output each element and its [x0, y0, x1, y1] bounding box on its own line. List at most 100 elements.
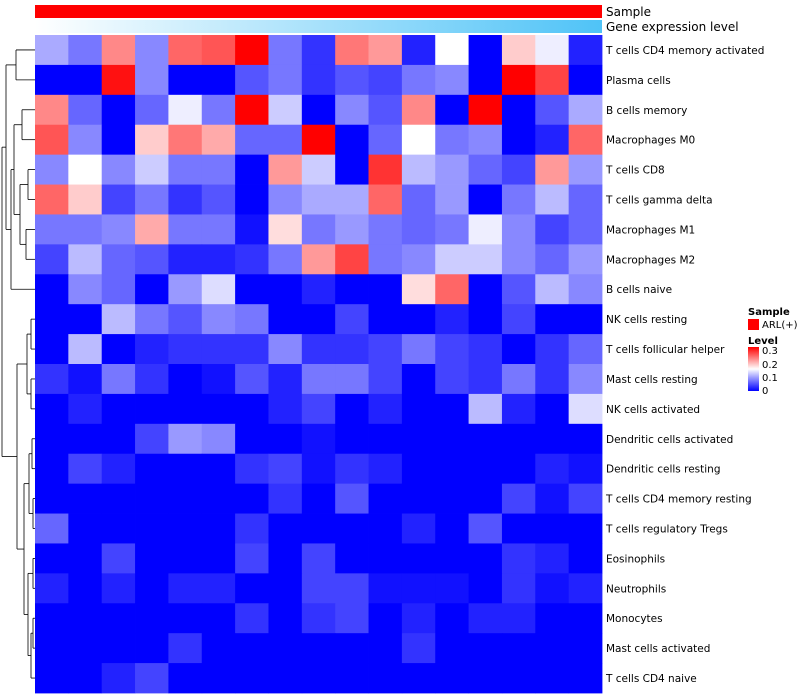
- heatmap-cell: [268, 453, 303, 485]
- heatmap-cell: [401, 453, 436, 485]
- heatmap-cell: [368, 513, 403, 544]
- heatmap-cell: [501, 35, 536, 66]
- heatmap-cell: [501, 274, 536, 305]
- heatmap-cell: [101, 124, 136, 156]
- heatmap-cell: [401, 35, 436, 66]
- heatmap-cell: [568, 274, 603, 305]
- row-label: Dendritic cells resting: [606, 464, 721, 476]
- heatmap-cell: [535, 244, 570, 275]
- heatmap-cell: [335, 513, 369, 544]
- heatmap-cell: [101, 393, 136, 425]
- heatmap-cell: [468, 94, 503, 126]
- heatmap-cell: [435, 633, 469, 664]
- heatmap-cell: [568, 603, 603, 634]
- heatmap-cell: [168, 35, 203, 66]
- heatmap-cell: [268, 35, 303, 66]
- heatmap-cell: [268, 184, 303, 215]
- heatmap-cell: [501, 633, 536, 664]
- heatmap-cell: [401, 154, 436, 185]
- heatmap-cell: [301, 154, 336, 185]
- heatmap-cell: [568, 393, 603, 425]
- heatmap-cell: [301, 483, 336, 514]
- heatmap-cell: [501, 603, 536, 634]
- heatmap-cell: [568, 364, 603, 395]
- heatmap-cell: [101, 214, 136, 245]
- row-label: Macrophages M0: [606, 135, 695, 147]
- heatmap-cell: [101, 633, 136, 664]
- heatmap-cell: [568, 663, 603, 694]
- heatmap-cell: [301, 124, 336, 156]
- heatmap-cell: [101, 64, 136, 96]
- heatmap-cell: [168, 663, 203, 694]
- heatmap-cell: [568, 124, 603, 156]
- heatmap-cell: [335, 573, 369, 604]
- heatmap-cell: [68, 573, 103, 604]
- row-label: T cells CD4 memory resting: [605, 494, 752, 506]
- heatmap-cell: [135, 364, 169, 395]
- heatmap-cell: [301, 35, 336, 66]
- heatmap-cell: [401, 244, 436, 275]
- heatmap-cell: [401, 184, 436, 215]
- heatmap-cell: [368, 184, 403, 215]
- heatmap-cell: [301, 64, 336, 96]
- legend-sample-swatch: [748, 319, 759, 330]
- heatmap-cell: [201, 244, 236, 275]
- legend-level-title: Level: [748, 336, 778, 347]
- heatmap-cell: [135, 513, 169, 544]
- heatmap-cell: [301, 184, 336, 215]
- heatmap-cell: [568, 453, 603, 485]
- heatmap-cell: [168, 423, 203, 455]
- heatmap-cell: [235, 364, 269, 395]
- heatmap-cell: [335, 663, 369, 694]
- heatmap-cell: [368, 573, 403, 604]
- heatmap-cell: [301, 94, 336, 126]
- heatmap-cell: [435, 663, 469, 694]
- heatmap-cell: [368, 453, 403, 485]
- heatmap-cell: [201, 274, 236, 305]
- heatmap-cell: [135, 633, 169, 664]
- heatmap-cell: [535, 274, 570, 305]
- heatmap-cell: [501, 334, 536, 365]
- heatmap-cell: [501, 304, 536, 335]
- heatmap-cell: [168, 334, 203, 365]
- heatmap-cell: [435, 603, 469, 634]
- heatmap-cell: [568, 573, 603, 604]
- heatmap-cell: [101, 94, 136, 126]
- heatmap-cell: [168, 453, 203, 485]
- heatmap-cell: [401, 633, 436, 664]
- heatmap-cell: [468, 573, 503, 604]
- heatmap-cell: [435, 184, 469, 215]
- heatmap-cell: [268, 304, 303, 335]
- heatmap-cell: [301, 393, 336, 425]
- heatmap-cell: [235, 423, 269, 455]
- heatmap-cell: [201, 453, 236, 485]
- heatmap-cell: [301, 573, 336, 604]
- heatmap-cell: [435, 513, 469, 544]
- row-label: NK cells resting: [606, 314, 687, 326]
- row-label: Macrophages M1: [606, 224, 695, 236]
- heatmap-cell: [201, 124, 236, 156]
- heatmap-cell: [101, 483, 136, 514]
- heatmap-cell: [335, 603, 369, 634]
- heatmap-cell: [68, 483, 103, 514]
- heatmap-cell: [335, 35, 369, 66]
- heatmap-cell: [168, 304, 203, 335]
- heatmap-cell: [101, 573, 136, 604]
- row-label: T cells regulatory Tregs: [605, 524, 728, 536]
- heatmap-cell: [368, 663, 403, 694]
- heatmap-cell: [168, 64, 203, 96]
- heatmap-cell: [501, 543, 536, 574]
- heatmap-cell: [135, 304, 169, 335]
- heatmap-cell: [168, 543, 203, 574]
- heatmap-cell: [68, 154, 103, 185]
- heatmap-cell: [268, 244, 303, 275]
- heatmap-cell: [268, 573, 303, 604]
- heatmap-cell: [35, 244, 69, 275]
- heatmap-cell: [301, 633, 336, 664]
- heatmap-cell: [435, 214, 469, 245]
- heatmap-cell: [235, 184, 269, 215]
- heatmap-cell: [568, 35, 603, 66]
- heatmap-cell: [268, 603, 303, 634]
- heatmap-cell: [135, 214, 169, 245]
